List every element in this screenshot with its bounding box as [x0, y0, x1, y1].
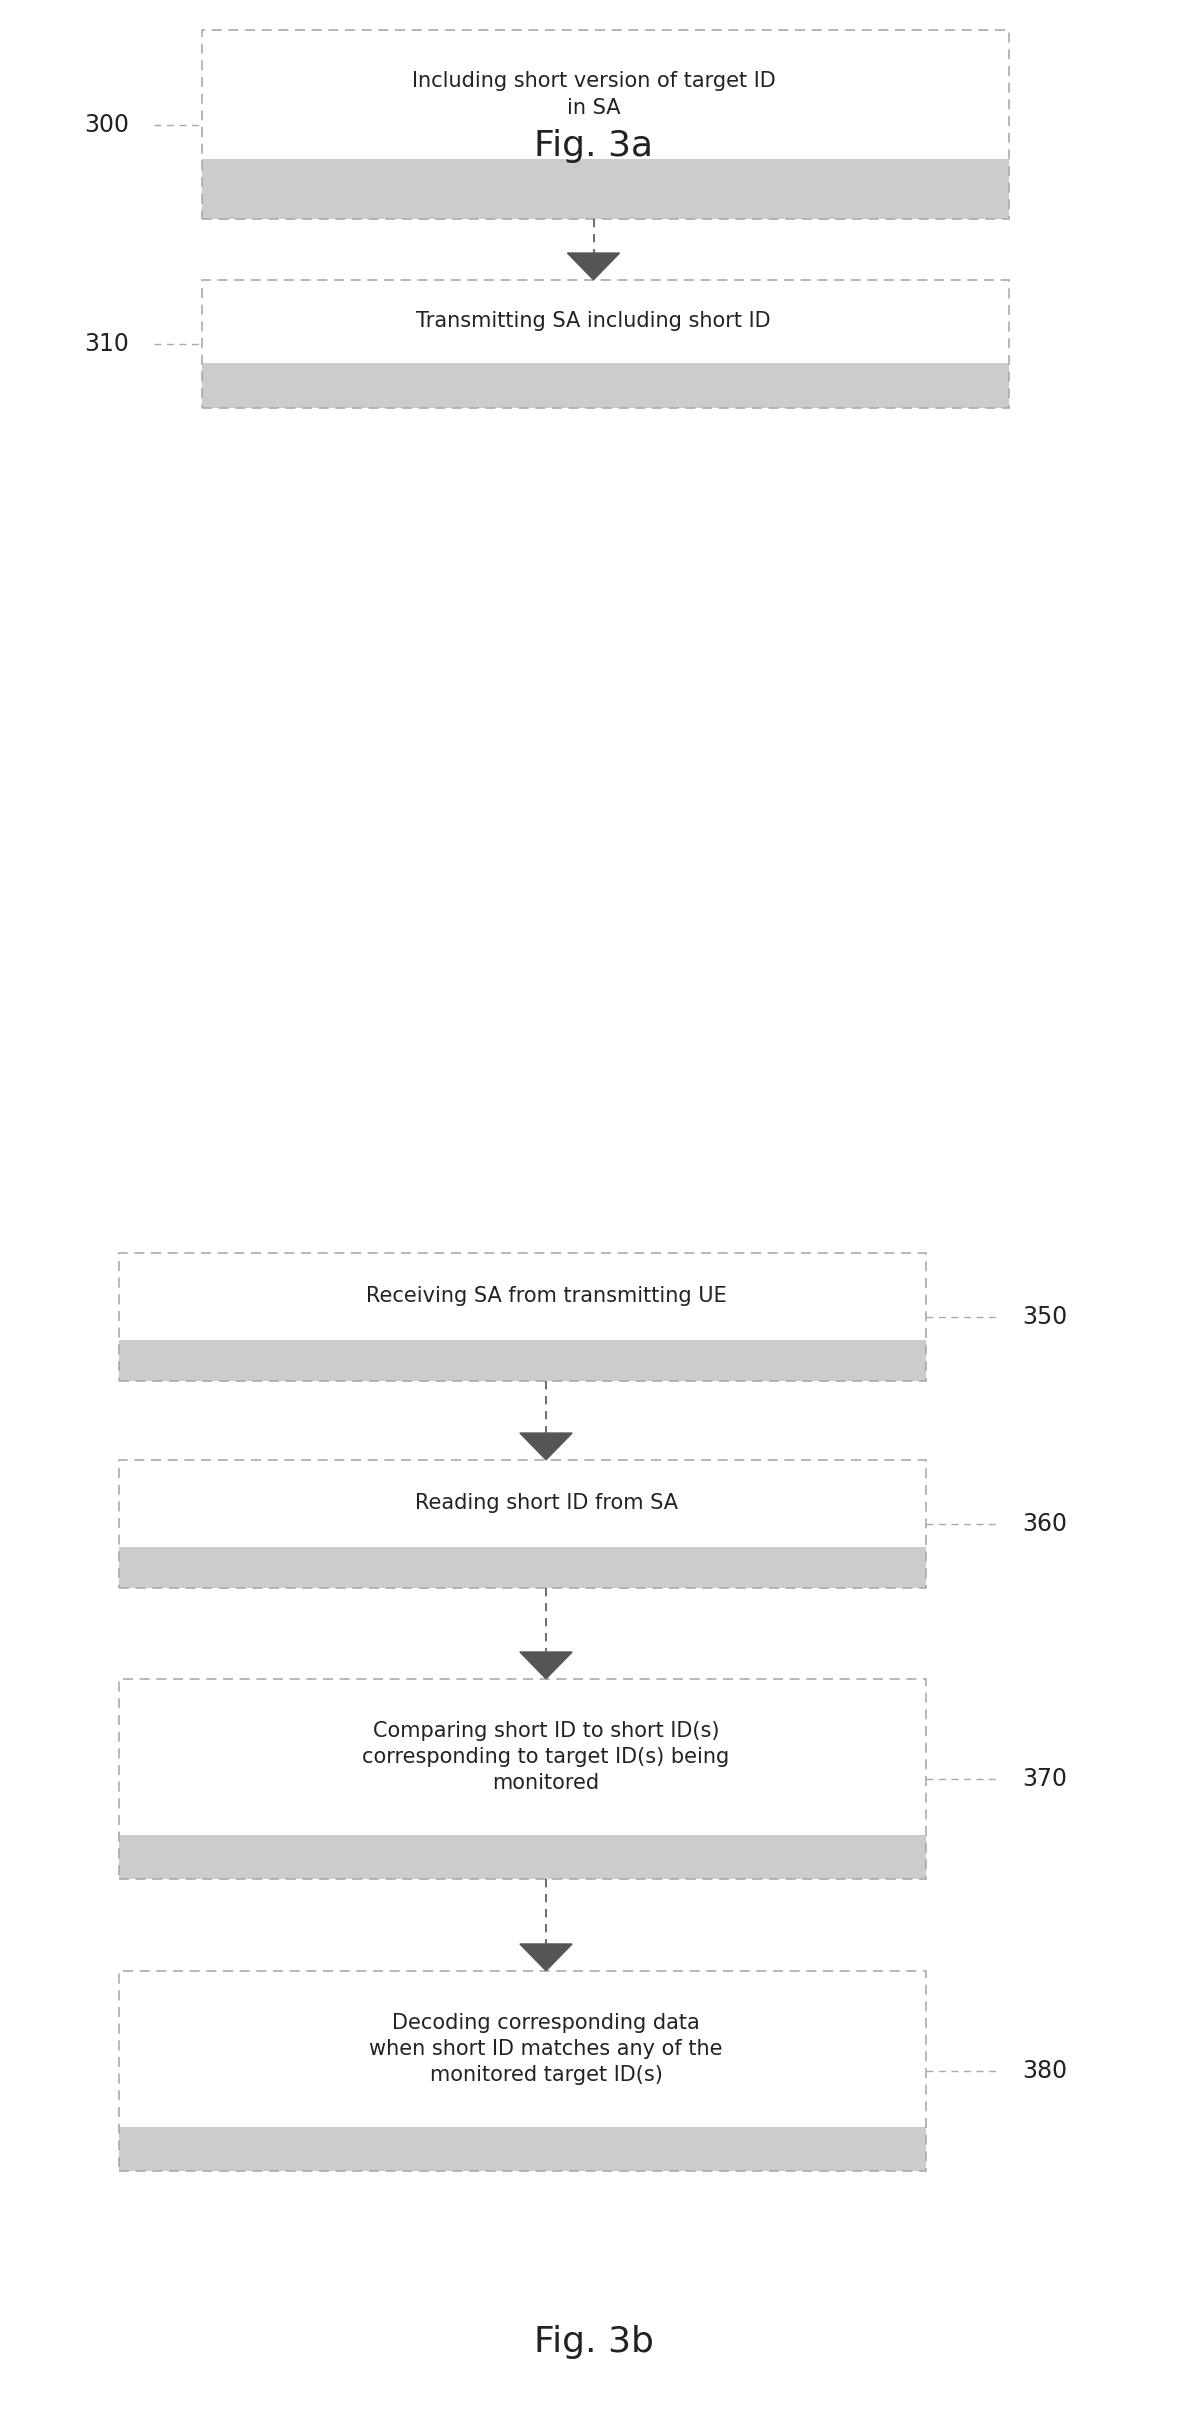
Bar — [202, 32, 1009, 219]
Bar — [119, 1679, 926, 1878]
Bar — [119, 1834, 926, 1878]
Polygon shape — [520, 1433, 572, 1460]
Text: Reading short ID from SA: Reading short ID from SA — [414, 1494, 678, 1513]
Text: 380: 380 — [1022, 2058, 1067, 2083]
Text: 360: 360 — [1022, 1511, 1067, 1535]
Bar — [119, 1253, 926, 1382]
Bar — [119, 1971, 926, 2170]
Text: Transmitting SA including short ID: Transmitting SA including short ID — [417, 311, 770, 331]
Bar — [202, 363, 1009, 406]
Bar — [202, 32, 1009, 219]
Polygon shape — [567, 253, 620, 280]
Polygon shape — [520, 1944, 572, 1971]
Bar — [119, 1253, 926, 1382]
Bar — [119, 1971, 926, 2170]
Bar — [202, 158, 1009, 219]
Text: 370: 370 — [1022, 1766, 1067, 1791]
Text: 350: 350 — [1022, 1304, 1067, 1328]
Bar — [119, 1679, 926, 1878]
Bar — [119, 1460, 926, 1589]
Text: Decoding corresponding data
when short ID matches any of the
monitored target ID: Decoding corresponding data when short I… — [369, 2012, 723, 2085]
Bar — [119, 2126, 926, 2170]
Text: Fig. 3b: Fig. 3b — [534, 2326, 653, 2358]
Bar — [119, 1341, 926, 1382]
Text: 310: 310 — [84, 331, 129, 355]
Text: Comparing short ID to short ID(s)
corresponding to target ID(s) being
monitored: Comparing short ID to short ID(s) corres… — [362, 1720, 730, 1793]
Text: 300: 300 — [84, 112, 129, 136]
Bar — [202, 280, 1009, 406]
Bar — [119, 1460, 926, 1589]
Text: Including short version of target ID
in SA: Including short version of target ID in … — [412, 71, 775, 117]
Text: Fig. 3a: Fig. 3a — [534, 129, 653, 163]
Text: Receiving SA from transmitting UE: Receiving SA from transmitting UE — [366, 1287, 726, 1307]
Bar — [202, 280, 1009, 406]
Bar — [119, 1547, 926, 1589]
Polygon shape — [520, 1652, 572, 1679]
